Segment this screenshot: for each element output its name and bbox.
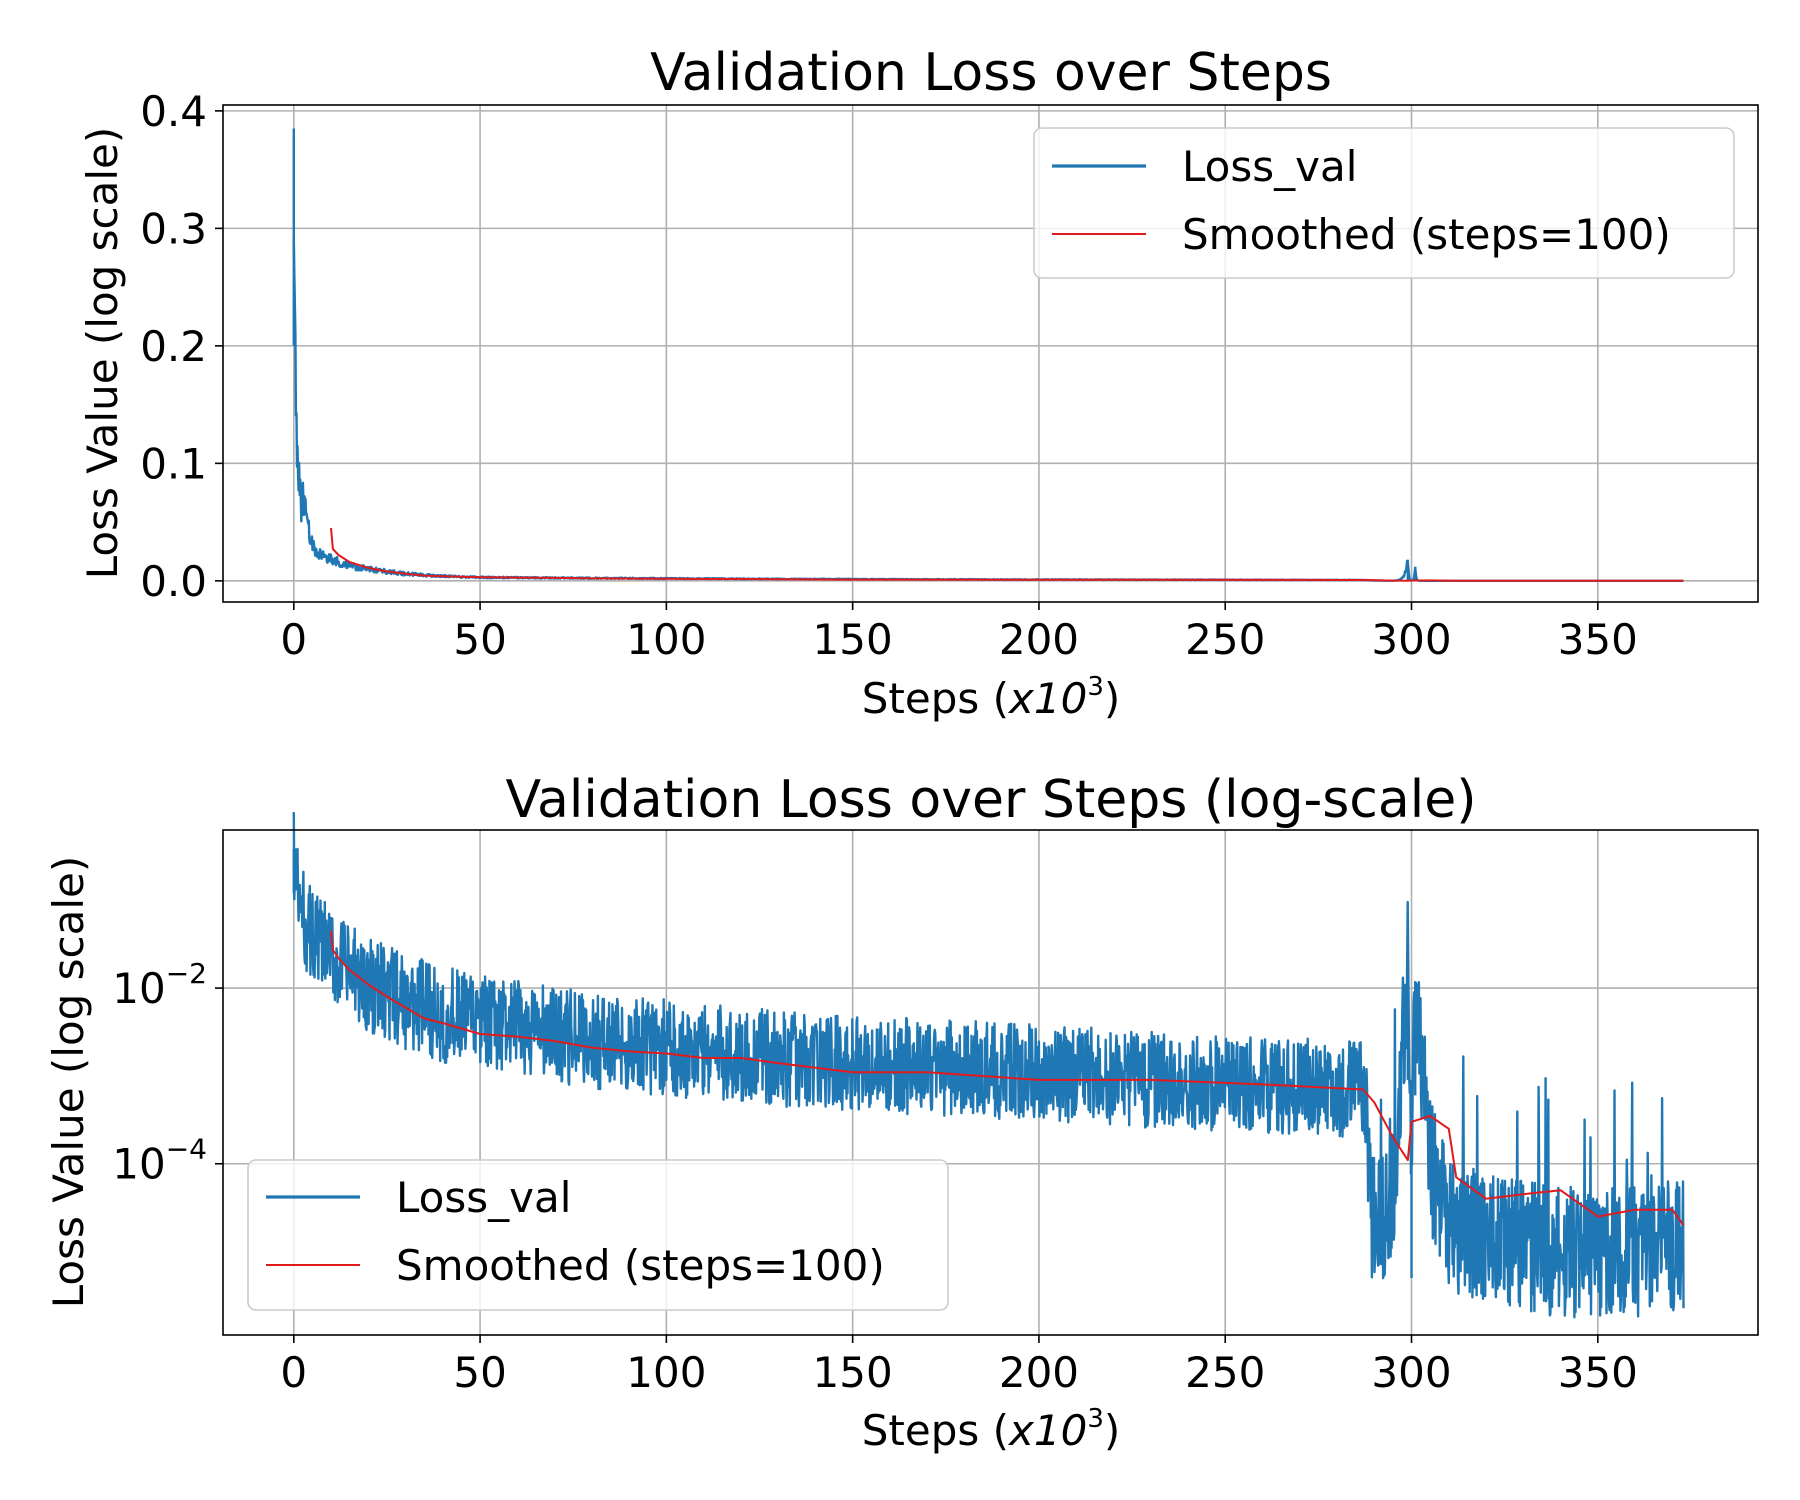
chart-top: Validation Loss over Steps 0 50 100 150 200 2… [78, 43, 1759, 723]
x-axis-label-unit: x10 [1007, 1406, 1087, 1455]
x-tick-label: 250 [1185, 615, 1265, 664]
x-tick-label: 350 [1558, 615, 1638, 664]
x-tick-label: 0 [280, 1348, 307, 1397]
x-axis-label-unit: x10 [1007, 674, 1087, 723]
x-tick-label: 350 [1558, 1348, 1638, 1397]
x-axis-label-main: Steps [862, 674, 980, 723]
x-axis-label-main: Steps [862, 1406, 980, 1455]
chart-title: Validation Loss over Steps [650, 43, 1332, 103]
chart-bottom: Validation Loss over Steps (log-scale) 0… [44, 770, 1759, 1455]
y-tick-label: 0.3 [140, 204, 207, 253]
x-tick-label: 300 [1371, 615, 1451, 664]
y-tick-label: 0.2 [140, 322, 207, 371]
y-axis-ticks: 0.0 0.1 0.2 0.3 0.4 [140, 87, 223, 606]
y-tick-label: 10−2 [112, 957, 207, 1013]
plot-area [292, 128, 1685, 582]
x-axis-ticks: 0 50 100 150 200 250 300 350 [280, 1335, 1638, 1397]
x-tick-label: 100 [626, 1348, 706, 1397]
legend-label-smoothed: Smoothed (steps=100) [1182, 210, 1671, 259]
legend-box [1033, 127, 1735, 279]
y-axis-label: Loss Value (log scale) [78, 127, 127, 580]
x-tick-label: 100 [626, 615, 706, 664]
x-axis-label: Steps (x103) [862, 1404, 1121, 1455]
legend-label-smoothed: Smoothed (steps=100) [396, 1241, 885, 1290]
y-tick-label: 10−4 [112, 1133, 207, 1189]
series-line-loss-val [292, 812, 1685, 1319]
x-tick-label: 50 [453, 1348, 506, 1397]
y-tick-label: 0.0 [140, 557, 207, 606]
x-axis-label-exp: 3 [1087, 1404, 1104, 1434]
x-tick-label: 0 [280, 615, 307, 664]
chart-title: Validation Loss over Steps (log-scale) [506, 770, 1477, 830]
x-tick-label: 150 [813, 1348, 893, 1397]
y-axis-label: Loss Value (log scale) [44, 856, 93, 1309]
legend-label-raw: Loss_val [396, 1173, 571, 1222]
x-tick-label: 200 [999, 615, 1079, 664]
legend-label-raw: Loss_val [1182, 142, 1357, 191]
legend: Loss_val Smoothed (steps=100) [1033, 127, 1735, 279]
x-tick-label: 250 [1185, 1348, 1265, 1397]
axes-frame [222, 104, 1759, 603]
plot-area [292, 812, 1685, 1319]
x-tick-label: 300 [1371, 1348, 1451, 1397]
x-axis-label-exp: 3 [1087, 672, 1104, 702]
x-axis-label: Steps (x103) [862, 672, 1121, 723]
y-axis-ticks: 10−2 10−4 [112, 957, 223, 1189]
x-tick-label: 150 [813, 615, 893, 664]
y-tick-label: 0.1 [140, 439, 207, 488]
y-tick-label: 0.4 [140, 87, 207, 136]
series-line-smoothed [330, 527, 1684, 582]
legend: Loss_val Smoothed (steps=100) [247, 1159, 949, 1311]
series-line-smoothed [330, 930, 1685, 1226]
x-axis-ticks: 0 50 100 150 200 250 300 350 [280, 602, 1638, 664]
axes-frame [222, 829, 1759, 1336]
x-tick-label: 200 [999, 1348, 1079, 1397]
x-tick-label: 50 [453, 615, 506, 664]
legend-box [247, 1159, 949, 1311]
